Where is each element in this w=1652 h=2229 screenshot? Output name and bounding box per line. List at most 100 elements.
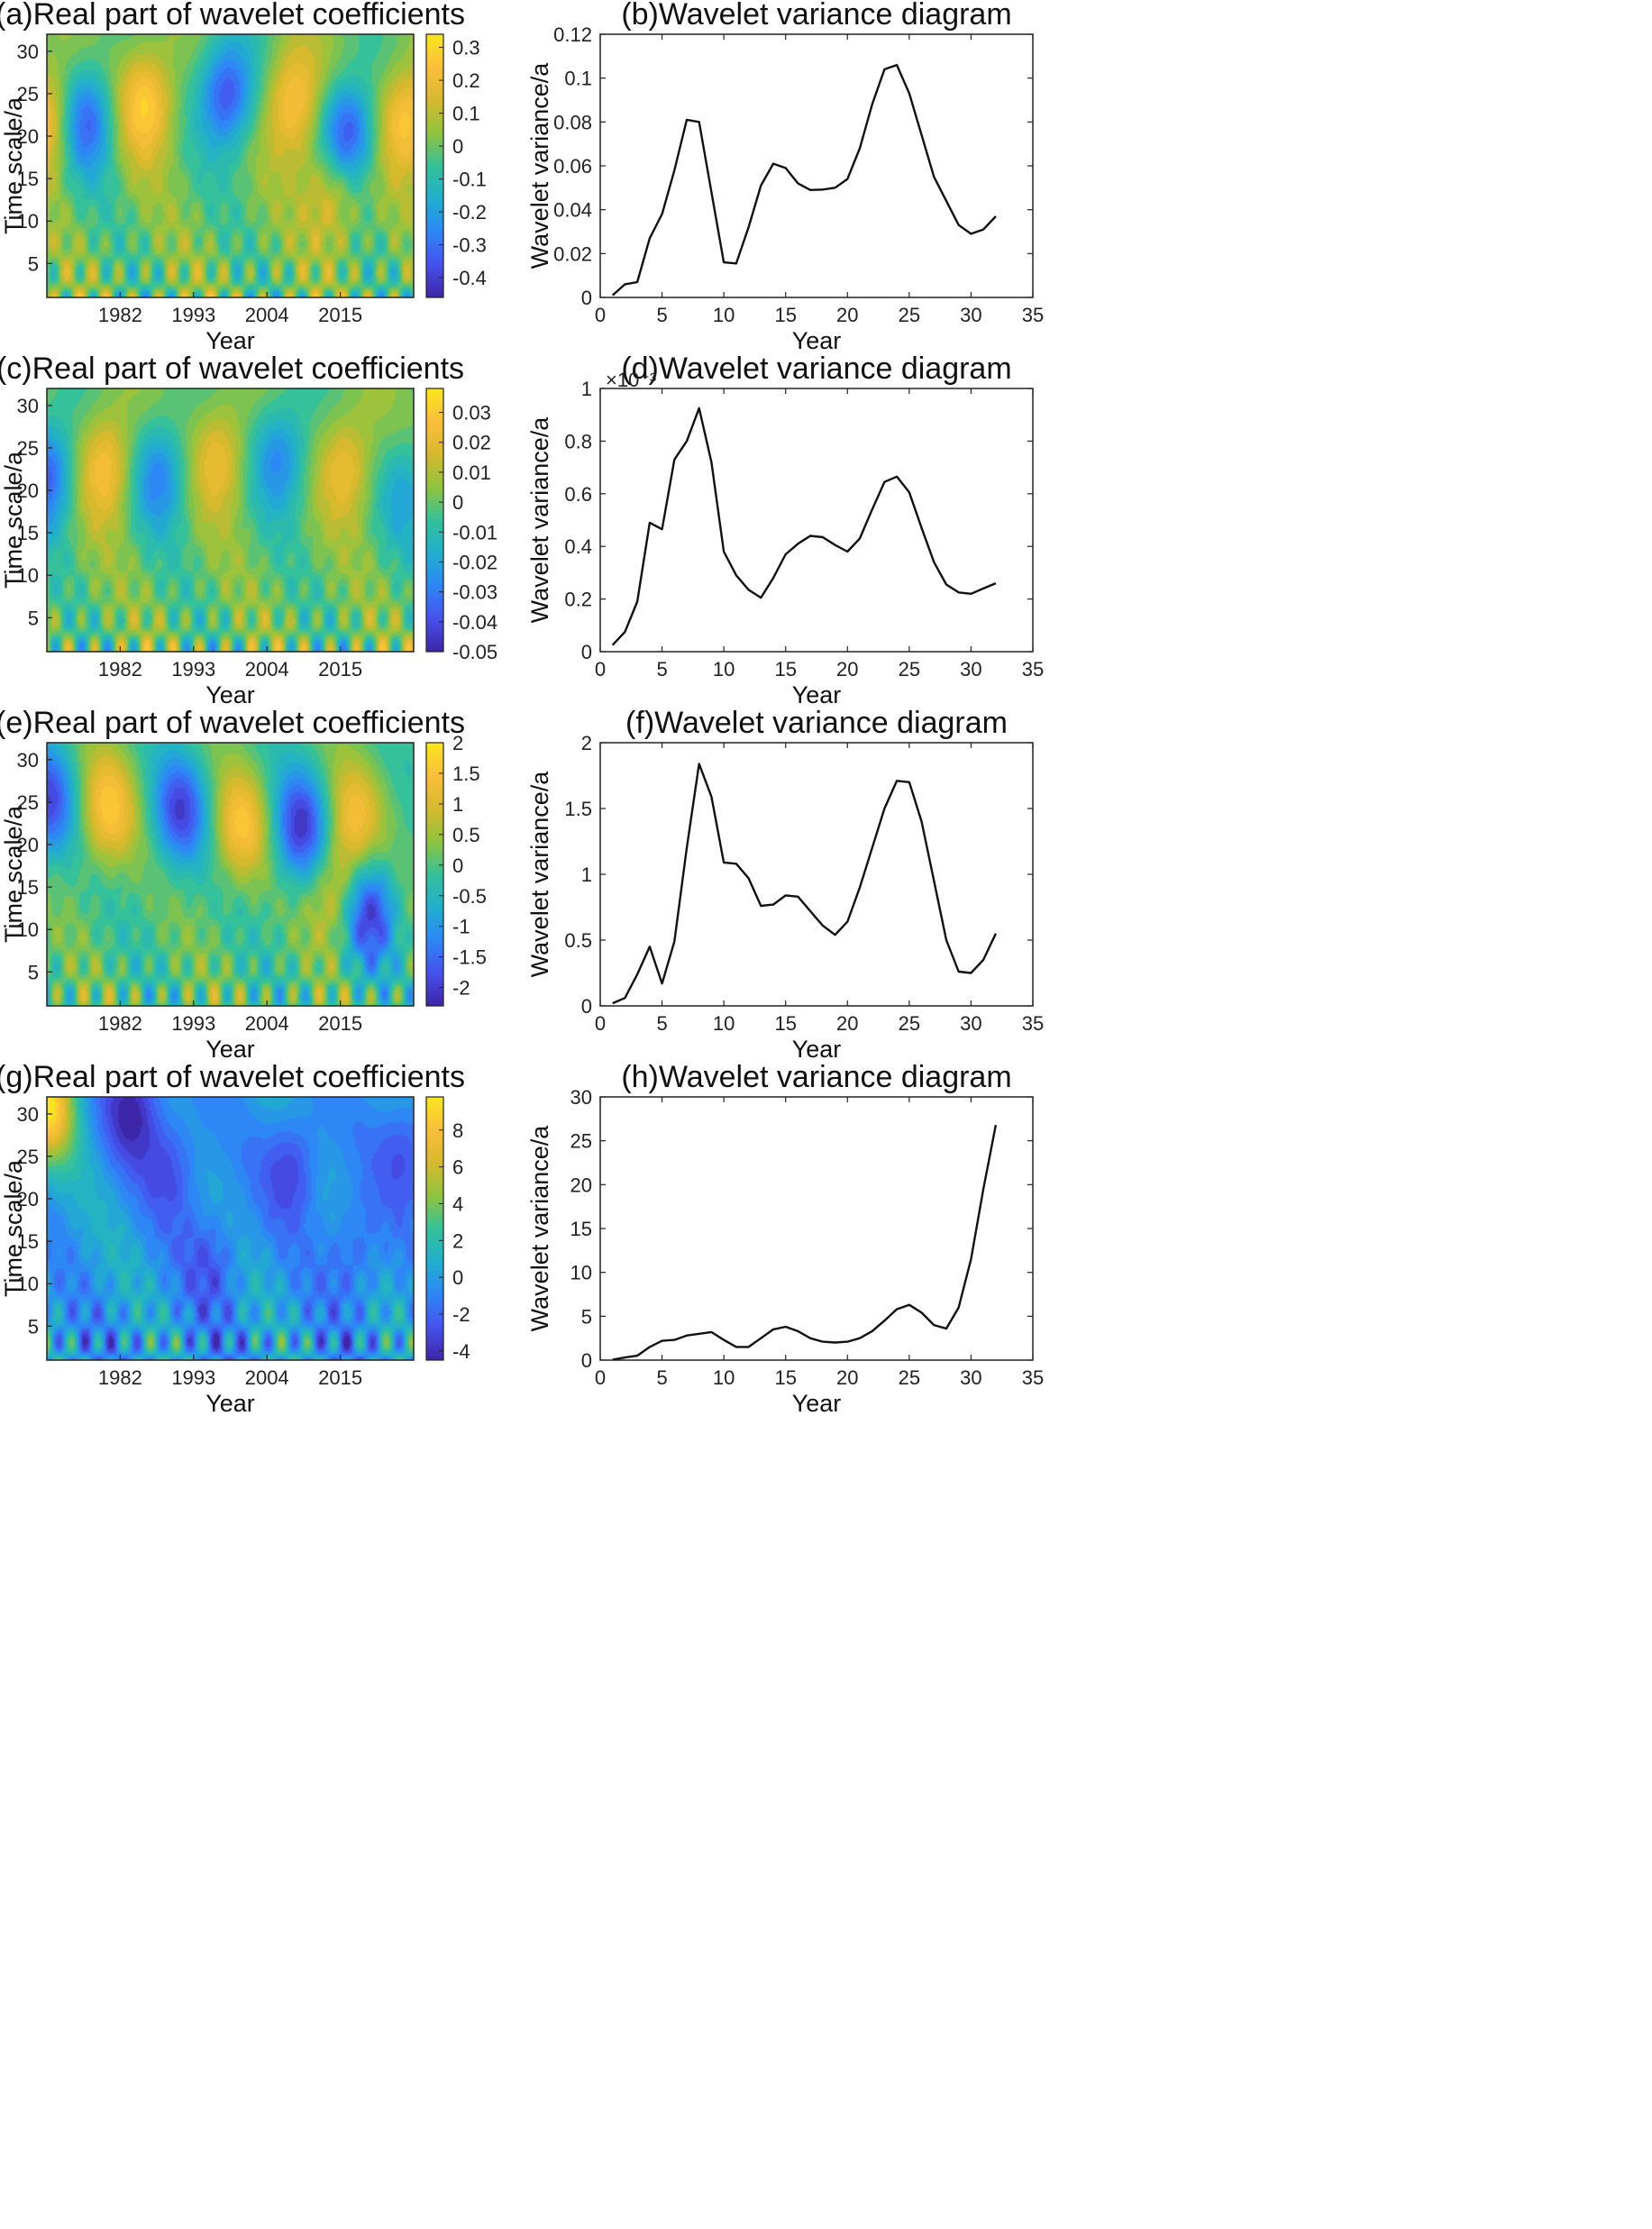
colorbar: 0.03 0.02 0.01 0 -0.01 -0.02 -0.03 -0.04 -0.05	[425, 388, 497, 663]
y-tick-label: 2	[581, 732, 592, 754]
x-tick-label: 35	[1022, 1012, 1044, 1035]
y-tick-label: 10	[17, 210, 39, 233]
chart-title: (f)Wavelet variance diagram	[625, 706, 1008, 740]
y-tick-label: 25	[17, 1146, 39, 1168]
x-tick-label: 5	[656, 1012, 667, 1035]
x-tick-label: 25	[899, 304, 920, 326]
heatmap-field	[47, 388, 414, 652]
chart-title: (b)Wavelet variance diagram	[621, 0, 1011, 32]
x-tick-label: 5	[656, 658, 667, 681]
chart-title: (d)Wavelet variance diagram	[621, 352, 1011, 386]
y-axis-label: Wavelet variance/a	[526, 1125, 553, 1332]
x-tick-label: 10	[713, 658, 735, 681]
x-tick-label: 20	[836, 1012, 858, 1035]
y-tick-label: 0.4	[564, 535, 592, 558]
heatmap-field	[47, 34, 414, 297]
colorbar-tick-label: -0.4	[452, 267, 487, 289]
colorbar-tick-label: 0.3	[452, 37, 480, 59]
y-tick-label: 0	[581, 995, 592, 1018]
x-tick-label: 35	[1022, 304, 1044, 326]
x-tick-label: 15	[774, 658, 796, 681]
y-tick-label: 10	[17, 918, 39, 941]
colorbar-tick-label: -1.5	[452, 946, 487, 969]
plot-frame	[599, 1096, 1034, 1361]
y-axis-exponent: ×10⁻³	[606, 369, 656, 391]
colorbar-tick-label: 0.1	[452, 103, 480, 125]
y-tick-label: 10	[17, 1273, 39, 1295]
x-axis-label: Year	[792, 1390, 842, 1417]
y-tick-label: 1	[581, 378, 592, 400]
y-tick-label: 0.1	[564, 68, 592, 90]
colorbar-gradient	[426, 743, 443, 1006]
y-tick-label: 15	[17, 168, 39, 190]
x-tick-label: 0	[595, 1366, 606, 1389]
y-axis-label: Time scale/a	[0, 805, 27, 943]
y-axis-label: Wavelet variance/a	[526, 416, 553, 624]
x-tick-label: 35	[1022, 658, 1044, 681]
colorbar: 0.3 0.2 0.1 0 -0.1 -0.2 -0.3 -0.4	[425, 33, 487, 298]
colorbar-tick-label: 2	[452, 1229, 463, 1252]
colorbar-tick-label: 0	[452, 135, 463, 158]
heatmap-field	[47, 743, 414, 1006]
colorbar-tick-label: -0.3	[452, 234, 487, 257]
y-tick-label: 0.6	[564, 483, 592, 506]
y-tick-label: 20	[17, 834, 39, 856]
colorbar-tick-label: -0.5	[452, 885, 487, 908]
y-axis-label: Time scale/a	[0, 451, 27, 589]
y-tick-label: 25	[17, 791, 39, 814]
colorbar-tick-label: -2	[452, 1303, 470, 1326]
y-axis-label: Wavelet variance/a	[526, 771, 553, 978]
colorbar-tick-label: 0.02	[452, 432, 491, 454]
y-tick-label: 10	[570, 1262, 592, 1284]
x-tick-label: 25	[899, 1366, 920, 1389]
colorbar-frame	[425, 1096, 444, 1361]
x-tick-label: 2004	[245, 1012, 289, 1035]
x-tick-label: 1982	[98, 658, 142, 681]
x-tick-label: 1993	[171, 658, 215, 681]
colorbar-frame	[425, 33, 444, 298]
x-tick-label: 20	[836, 658, 858, 681]
plot-frame	[599, 742, 1034, 1007]
plot-frame	[599, 33, 1034, 298]
y-tick-label: 25	[17, 83, 39, 105]
chart-title: (h)Wavelet variance diagram	[621, 1060, 1011, 1094]
x-tick-label: 1993	[171, 304, 215, 326]
y-tick-label: 1	[581, 863, 592, 886]
colorbar-tick-label: -0.02	[452, 551, 497, 573]
colorbar-tick-label: 0	[452, 1266, 463, 1289]
y-tick-label: 5	[28, 607, 39, 629]
x-tick-label: 15	[774, 1012, 796, 1035]
x-axis-label: Year	[205, 1036, 255, 1063]
x-tick-label: 0	[595, 304, 606, 326]
variance-series-line	[611, 63, 997, 297]
x-axis-label: Year	[792, 327, 842, 354]
line-panel-h: (h)Wavelet variance diagram 0 5 10 15 20 25 30 3…	[526, 1060, 1044, 1417]
y-tick-label: 5	[28, 1315, 39, 1338]
colorbar-tick-label: 1	[452, 793, 463, 816]
x-tick-label: 2004	[245, 1366, 289, 1389]
variance-series-line	[611, 407, 997, 646]
y-tick-label: 15	[570, 1218, 592, 1240]
y-tick-label: 20	[17, 1188, 39, 1210]
x-tick-label: 1982	[98, 304, 142, 326]
y-tick-label: 0.08	[553, 111, 592, 133]
colorbar-tick-label: -0.03	[452, 581, 497, 604]
colorbar-tick-label: -0.1	[452, 169, 487, 191]
x-tick-label: 30	[960, 1012, 981, 1035]
plot-frame	[46, 33, 415, 298]
x-tick-label: 1993	[171, 1366, 215, 1389]
x-tick-label: 0	[595, 1012, 606, 1035]
y-tick-label: 0	[581, 641, 592, 663]
colorbar-tick-label: 0.03	[452, 402, 491, 425]
colorbar: 8 6 4 2 0 -2 -4	[425, 1096, 470, 1363]
y-tick-label: 15	[17, 1230, 39, 1253]
colorbar-tick-label: 4	[452, 1192, 463, 1215]
y-tick-label: 0.06	[553, 155, 592, 178]
colorbar-tick-label: -0.01	[452, 521, 497, 544]
y-tick-label: 0	[581, 287, 592, 309]
y-tick-label: 5	[581, 1305, 592, 1328]
line-panel-b: (b)Wavelet variance diagram 0 5 10 15 20 25 30 3…	[526, 0, 1044, 354]
colorbar-tick-label: -0.2	[452, 201, 487, 224]
